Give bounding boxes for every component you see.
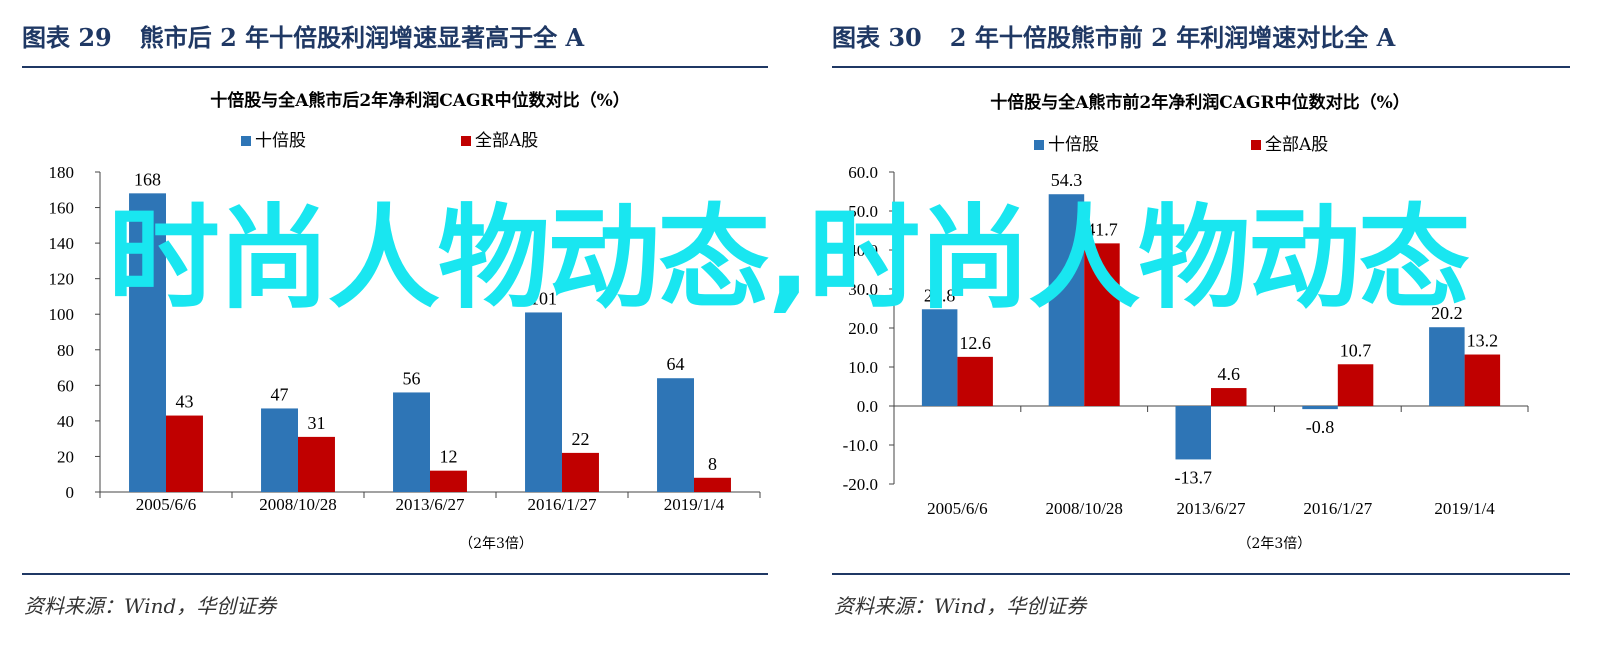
y-tick-label: 50.0 <box>848 202 878 221</box>
bar-tenbagger-1 <box>261 408 298 492</box>
data-label-all-a-0: 12.6 <box>959 333 991 353</box>
chart-title: 十倍股与全A熊市后2年净利润CAGR中位数对比（%） <box>210 90 630 111</box>
y-tick-label: 140 <box>49 234 75 253</box>
figure-29-source: 资料来源：Wind，华创证券 <box>24 594 277 618</box>
y-tick-label: 0 <box>66 483 75 502</box>
bar-tenbagger-1 <box>1048 194 1085 406</box>
y-tick-label: 20.0 <box>848 319 878 338</box>
legend-swatch-all-a <box>1251 140 1261 150</box>
bar-tenbagger-2 <box>1175 406 1211 460</box>
figure-29-panel: 图表 29 熊市后 2 年十倍股利润增速显著高于全 A 十倍股与全A熊市后2年净利… <box>0 0 800 651</box>
legend-label-all-a: 全部A股 <box>1265 135 1328 155</box>
legend-swatch-all-a <box>461 136 471 146</box>
figure-29-top-rule <box>22 66 768 68</box>
figure-30-top-rule <box>832 66 1570 68</box>
y-tick-label: 100 <box>49 305 75 324</box>
y-tick-label: 10.0 <box>848 358 878 377</box>
data-label-all-a-1: 31 <box>307 413 325 433</box>
data-label-all-a-0: 43 <box>175 392 193 412</box>
x-tick-label: 2013/6/27 <box>396 495 465 514</box>
figure-30-number: 图表 30 <box>832 23 922 52</box>
data-label-all-a-2: 12 <box>439 447 457 467</box>
x-tick-label: 2019/1/4 <box>1434 499 1495 518</box>
y-tick-label: 40 <box>57 412 74 431</box>
data-label-all-a-1: 41.7 <box>1086 219 1118 239</box>
data-label-tenbagger-0: 24.8 <box>924 285 956 305</box>
figure-29-title: 图表 29 熊市后 2 年十倍股利润增速显著高于全 A <box>22 18 584 53</box>
figure-30-bottom-rule <box>832 573 1570 575</box>
chart-title: 十倍股与全A熊市前2年净利润CAGR中位数对比（%） <box>990 92 1410 113</box>
bar-tenbagger-3 <box>1302 406 1338 410</box>
data-label-tenbagger-4: 64 <box>667 354 685 374</box>
y-tick-label: 30.0 <box>848 280 878 299</box>
y-tick-label: -10.0 <box>843 436 878 455</box>
figure-29-chart: 十倍股与全A熊市后2年净利润CAGR中位数对比（%） 十倍股 全部A股 0 20 40 60… <box>49 90 761 552</box>
legend-swatch-tenbagger <box>1034 140 1044 150</box>
bar-all-a-2 <box>1211 388 1247 406</box>
data-label-tenbagger-0: 168 <box>134 169 161 189</box>
x-tick-label: 2005/6/6 <box>136 495 196 514</box>
y-tick-label: 40.0 <box>848 241 878 260</box>
data-label-tenbagger-1: 54.3 <box>1051 170 1083 190</box>
figure-30-title-text: 2 年十倍股熊市前 2 年利润增速对比全 A <box>949 23 1396 52</box>
bar-all-a-1 <box>298 436 335 492</box>
legend-label-tenbagger: 十倍股 <box>1048 135 1099 155</box>
figure-30-panel: 图表 30 2 年十倍股熊市前 2 年利润增速对比全 A 十倍股与全A熊市前2年净… <box>810 0 1602 651</box>
bar-tenbagger-4 <box>657 378 694 492</box>
legend-label-tenbagger: 十倍股 <box>255 131 306 151</box>
bar-all-a-1 <box>1084 243 1120 406</box>
legend-swatch-tenbagger <box>241 136 251 146</box>
data-label-tenbagger-4: 20.2 <box>1431 303 1463 323</box>
y-tick-label: 180 <box>49 163 75 182</box>
y-tick-label: 160 <box>49 199 75 218</box>
y-tick-label: 20 <box>57 447 74 466</box>
data-label-tenbagger-3: -0.8 <box>1306 417 1335 437</box>
figure-29-title-text: 熊市后 2 年十倍股利润增速显著高于全 A <box>139 23 585 52</box>
data-label-tenbagger-3: 101 <box>530 288 557 308</box>
data-label-all-a-4: 8 <box>708 454 717 474</box>
data-label-all-a-3: 22 <box>571 429 589 449</box>
legend-label-all-a: 全部A股 <box>475 131 538 151</box>
bar-tenbagger-0 <box>921 309 958 406</box>
data-label-all-a-3: 10.7 <box>1340 340 1372 360</box>
figure-29-bottom-rule <box>22 573 768 575</box>
bar-all-a-3 <box>1337 364 1374 406</box>
bar-all-a-4 <box>694 477 731 492</box>
figure-30-source: 资料来源：Wind，华创证券 <box>834 594 1087 618</box>
x-axis-note: （2年3倍） <box>1237 536 1311 552</box>
bar-tenbagger-4 <box>1429 327 1465 406</box>
bar-all-a-2 <box>430 470 467 492</box>
y-tick-label: 80 <box>57 341 74 360</box>
data-label-tenbagger-2: -13.7 <box>1174 467 1212 487</box>
bar-all-a-4 <box>1464 354 1501 406</box>
figure-30-title: 图表 30 2 年十倍股熊市前 2 年利润增速对比全 A <box>832 18 1395 53</box>
x-tick-label: 2016/1/27 <box>528 495 597 514</box>
bar-all-a-0 <box>166 415 203 492</box>
figure-30-chart: 十倍股与全A熊市前2年净利润CAGR中位数对比（%） 十倍股 全部A股 -20.0 -1… <box>843 92 1529 552</box>
bar-tenbagger-0 <box>129 193 166 492</box>
y-tick-label: 60 <box>57 376 74 395</box>
x-tick-label: 2005/6/6 <box>927 499 987 518</box>
y-tick-label: -20.0 <box>843 475 878 494</box>
data-label-all-a-2: 4.6 <box>1218 364 1241 384</box>
figure-29-number: 图表 29 <box>22 23 112 52</box>
y-tick-label: 0.0 <box>857 397 878 416</box>
data-label-tenbagger-1: 47 <box>271 384 289 404</box>
x-tick-label: 2008/10/28 <box>1045 499 1122 518</box>
x-tick-label: 2008/10/28 <box>259 495 336 514</box>
y-tick-label: 60.0 <box>848 163 878 182</box>
y-tick-label: 120 <box>49 270 75 289</box>
bar-tenbagger-3 <box>525 312 562 492</box>
data-label-tenbagger-2: 56 <box>403 368 421 388</box>
x-axis-note: （2年3倍） <box>459 536 533 552</box>
x-tick-label: 2019/1/4 <box>664 495 725 514</box>
x-tick-label: 2016/1/27 <box>1303 499 1372 518</box>
x-tick-label: 2013/6/27 <box>1177 499 1246 518</box>
bar-all-a-0 <box>957 356 993 406</box>
bar-all-a-3 <box>562 452 599 492</box>
bar-tenbagger-2 <box>393 392 430 492</box>
data-label-all-a-4: 13.2 <box>1467 331 1499 351</box>
